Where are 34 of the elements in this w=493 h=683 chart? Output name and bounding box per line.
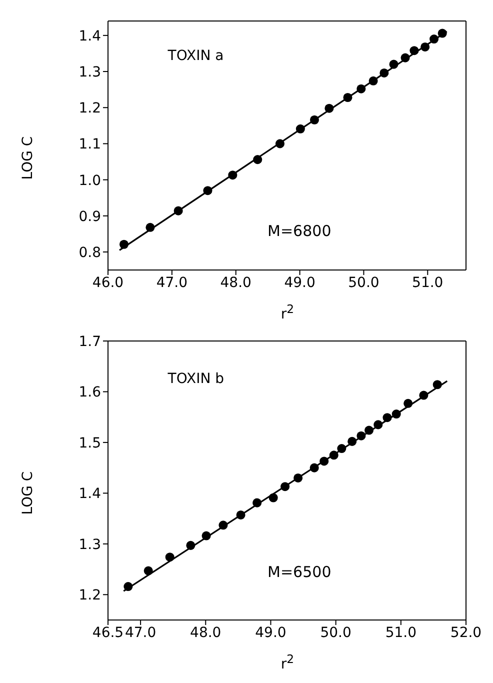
x-axis-title: r$^{2}$ <box>280 652 296 673</box>
x-tick-label: 50.0 <box>320 624 352 641</box>
text: TOXIN b <box>168 371 224 387</box>
x-tick-label: 51.0 <box>385 624 416 641</box>
y-tick-label: 0.8 <box>78 244 101 261</box>
y-tick-label: 0.9 <box>78 208 101 225</box>
y-tick-label: 1.1 <box>78 136 101 153</box>
y-tick-label: 1.2 <box>78 588 101 604</box>
x-axis-title: r$^{2}$ <box>280 302 296 323</box>
y-tick-label: 1.5 <box>78 435 101 452</box>
annotation: M=6500 <box>268 563 332 582</box>
y-tick-label: 1.4 <box>78 28 102 44</box>
y-axis-title: LOG C <box>20 470 36 517</box>
y-tick-label: 1.0 <box>78 172 101 189</box>
x-tick-label: 49.0 <box>255 624 286 641</box>
y-axis-title: LOG C <box>20 135 36 182</box>
y-tick-label: 1.7 <box>78 334 101 350</box>
x-tick-label: 48.0 <box>190 624 222 641</box>
x-tick-label: 49.0 <box>284 274 316 291</box>
x-tick-label: 47.0 <box>156 274 188 291</box>
y-tick-label: 1.4 <box>78 486 102 502</box>
y-tick-label: 1.2 <box>78 100 101 117</box>
text: TOXIN a <box>168 48 224 64</box>
x-tick-label: 46.5 <box>92 624 124 641</box>
x-tick-label: 48.0 <box>220 274 252 291</box>
y-tick-label: 1.6 <box>78 384 102 401</box>
annotation: M=6800 <box>268 222 332 240</box>
x-tick-label: 51.0 <box>412 274 444 291</box>
x-tick-label: 47.0 <box>124 624 156 641</box>
y-tick-label: 1.3 <box>78 64 101 80</box>
x-tick-label: 50.0 <box>348 274 380 291</box>
x-tick-label: 46.0 <box>92 274 124 291</box>
x-tick-label: 52.0 <box>450 624 482 641</box>
y-tick-label: 1.3 <box>78 536 101 553</box>
